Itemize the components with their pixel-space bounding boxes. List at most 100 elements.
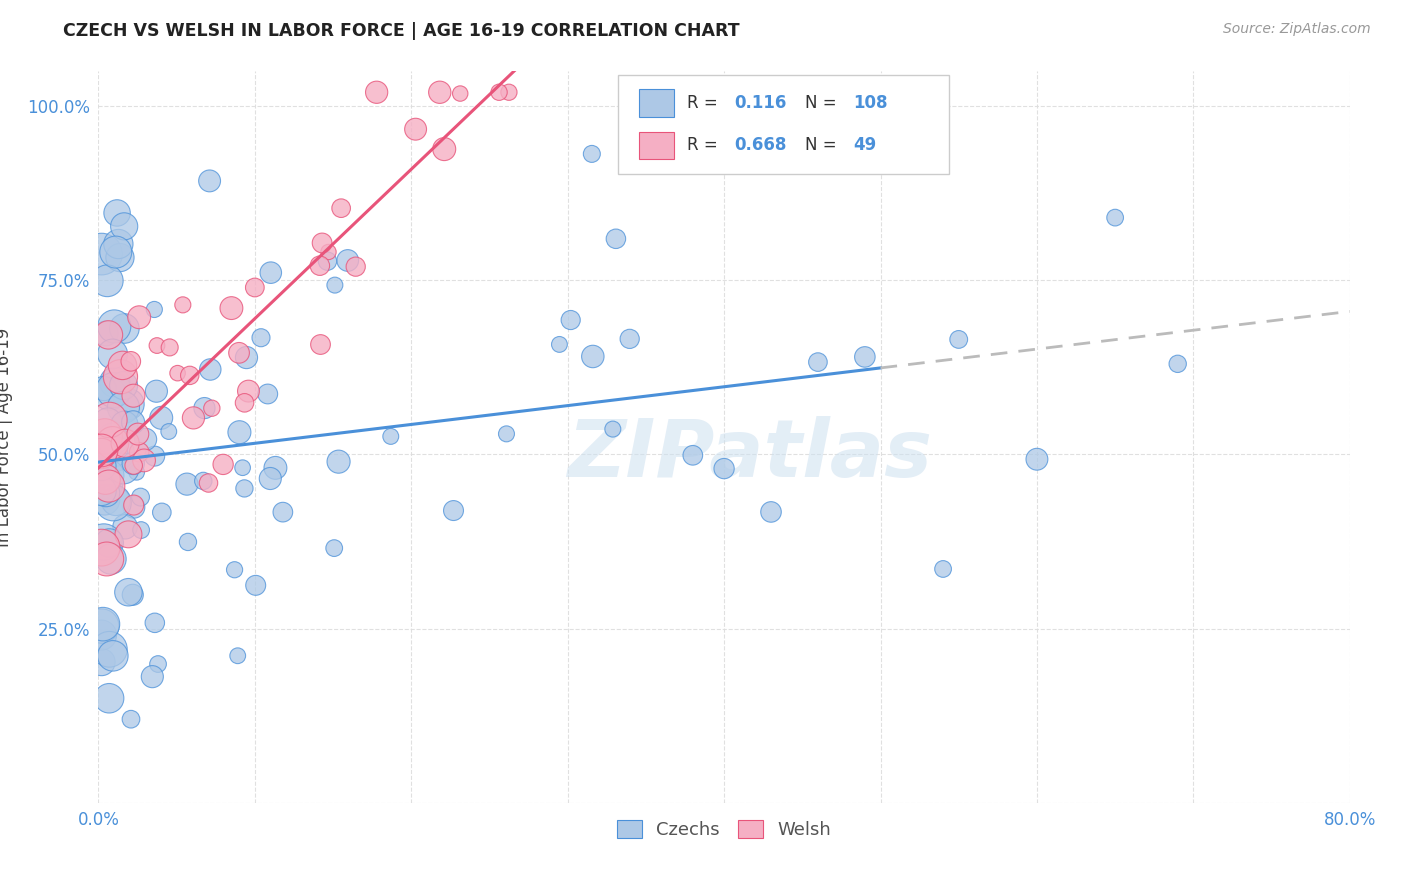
Point <box>759 505 782 519</box>
Text: ZIPatlas: ZIPatlas <box>567 417 932 494</box>
Point <box>200 362 222 376</box>
Point <box>1026 452 1049 467</box>
Point <box>221 301 243 315</box>
Point <box>235 351 257 365</box>
Point <box>120 354 142 368</box>
Point <box>107 237 129 252</box>
Point <box>114 436 136 450</box>
Point <box>93 535 115 549</box>
Point <box>108 251 131 265</box>
Point <box>96 475 118 490</box>
Point <box>122 456 145 470</box>
Point <box>260 266 283 280</box>
Point <box>93 381 115 395</box>
Point <box>548 337 571 351</box>
Point <box>141 670 163 684</box>
Point <box>228 346 250 360</box>
Point <box>101 648 124 663</box>
Point <box>97 468 120 483</box>
Point <box>112 219 135 234</box>
Point <box>90 628 112 642</box>
Point <box>98 536 121 550</box>
Point <box>183 410 205 425</box>
Point <box>323 541 346 555</box>
Point <box>308 259 330 273</box>
Point <box>193 474 215 488</box>
Point <box>243 280 266 294</box>
Point <box>201 401 224 416</box>
Point <box>105 446 128 460</box>
Text: R =: R = <box>686 95 723 112</box>
Point <box>90 619 112 633</box>
Point <box>495 426 517 441</box>
Point <box>250 331 273 345</box>
Point <box>93 492 115 507</box>
Point <box>264 461 287 475</box>
Text: Source: ZipAtlas.com: Source: ZipAtlas.com <box>1223 22 1371 37</box>
Legend: Czechs, Welsh: Czechs, Welsh <box>609 814 839 847</box>
Text: 0.668: 0.668 <box>734 136 786 154</box>
Point <box>114 417 136 432</box>
Point <box>112 378 135 392</box>
Point <box>97 327 120 342</box>
Point <box>713 461 735 475</box>
Point <box>488 85 510 99</box>
Point <box>90 478 112 492</box>
Point <box>98 691 121 706</box>
Point <box>117 585 139 599</box>
FancyBboxPatch shape <box>638 131 673 160</box>
Point <box>682 448 704 462</box>
Point <box>177 535 200 549</box>
Point <box>104 446 127 460</box>
Text: 49: 49 <box>853 136 876 154</box>
Point <box>90 483 112 498</box>
Point <box>619 332 641 346</box>
Point <box>316 254 339 268</box>
Point <box>238 384 260 398</box>
Point <box>90 446 112 460</box>
Point <box>98 413 121 427</box>
Point <box>233 482 256 496</box>
Point <box>309 337 332 351</box>
Point <box>90 459 112 474</box>
Point <box>104 245 127 260</box>
Point <box>125 465 148 479</box>
Point <box>112 461 135 475</box>
Point <box>212 458 235 472</box>
Point <box>166 366 188 380</box>
Point <box>103 496 125 510</box>
Text: 0.116: 0.116 <box>734 95 786 112</box>
Point <box>117 397 139 411</box>
Point <box>330 201 353 215</box>
Point <box>143 302 166 317</box>
Point <box>105 206 128 220</box>
Point <box>318 244 340 259</box>
Point <box>120 712 142 726</box>
Point <box>111 359 134 373</box>
Point <box>112 401 135 415</box>
Point <box>150 410 173 425</box>
Point <box>122 500 145 515</box>
Text: CZECH VS WELSH IN LABOR FORCE | AGE 16-19 CORRELATION CHART: CZECH VS WELSH IN LABOR FORCE | AGE 16-1… <box>63 22 740 40</box>
Point <box>311 235 333 250</box>
Point <box>380 429 402 443</box>
Point <box>127 427 149 442</box>
Point <box>146 338 169 352</box>
Point <box>433 142 456 156</box>
Point <box>103 319 125 334</box>
Text: 108: 108 <box>853 95 887 112</box>
Point <box>121 588 143 602</box>
Point <box>807 355 830 369</box>
Point <box>122 415 145 429</box>
Text: R =: R = <box>686 136 723 154</box>
Point <box>560 313 582 327</box>
Point <box>172 298 194 312</box>
Text: N =: N = <box>806 95 842 112</box>
Point <box>98 387 121 401</box>
Point <box>443 503 465 517</box>
Point <box>581 147 603 161</box>
Point <box>94 472 117 486</box>
Point <box>122 389 145 403</box>
Point <box>101 435 124 450</box>
Point <box>271 505 294 519</box>
